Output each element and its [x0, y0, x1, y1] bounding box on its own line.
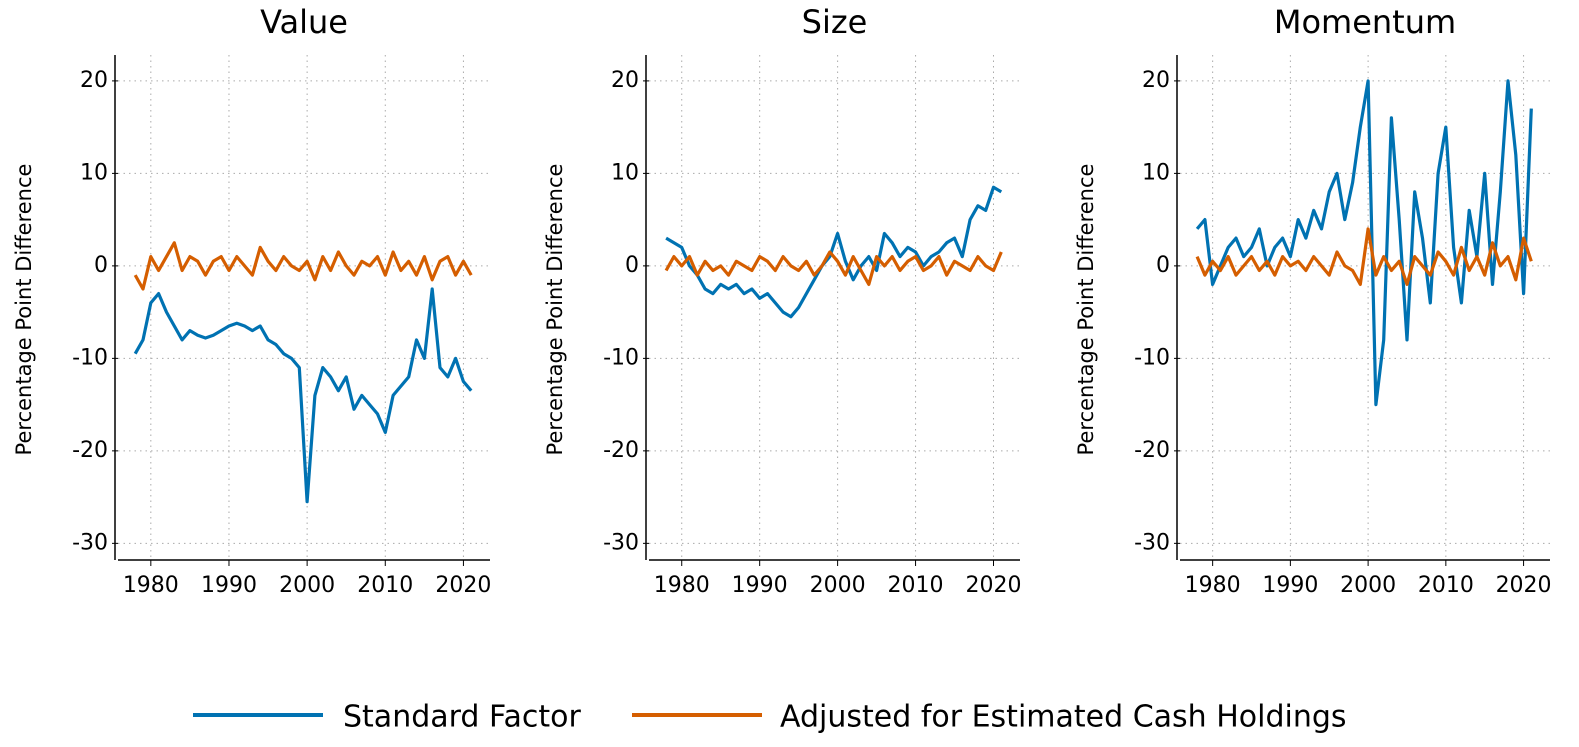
x-tick-label: 2010: [357, 573, 413, 598]
series-line: [133, 287, 473, 504]
series-line: [1195, 79, 1533, 407]
x-tick-label: 2010: [888, 573, 944, 598]
x-tick-label: 2020: [966, 573, 1022, 598]
y-tick-label: 20: [1142, 68, 1170, 93]
y-axis-label: Percentage Point Difference: [12, 164, 36, 456]
y-tick-label: -30: [603, 530, 639, 555]
chart-title: Value: [260, 3, 348, 41]
y-tick-label: 20: [611, 68, 639, 93]
series-line: [665, 185, 1003, 319]
y-tick-label: -20: [1134, 438, 1170, 463]
legend-label: Standard Factor: [343, 700, 582, 735]
y-tick-label: -10: [603, 345, 639, 370]
x-tick-label: 1980: [123, 573, 179, 598]
y-tick-label: -30: [1134, 530, 1170, 555]
x-tick-label: 1980: [1185, 573, 1241, 598]
y-tick-label: 0: [625, 253, 639, 278]
y-axis-label: Percentage Point Difference: [543, 164, 567, 456]
y-tick-label: -10: [1134, 345, 1170, 370]
x-tick-label: 2020: [435, 573, 491, 598]
x-tick-label: 1980: [654, 573, 710, 598]
y-tick-label: -20: [603, 438, 639, 463]
x-tick-label: 1990: [201, 573, 257, 598]
y-tick-label: -10: [72, 345, 108, 370]
y-tick-label: 0: [1156, 253, 1170, 278]
y-tick-label: 20: [80, 68, 108, 93]
y-tick-label: 10: [1142, 160, 1170, 185]
x-tick-label: 2010: [1418, 573, 1474, 598]
y-axis-label: Percentage Point Difference: [1074, 164, 1098, 456]
y-tick-label: -20: [72, 438, 108, 463]
x-tick-label: 2000: [279, 573, 335, 598]
legend-label: Adjusted for Estimated Cash Holdings: [780, 700, 1347, 735]
y-tick-label: 10: [80, 160, 108, 185]
y-tick-label: -30: [72, 530, 108, 555]
x-tick-label: 2000: [1340, 573, 1396, 598]
x-tick-label: 1990: [1262, 573, 1318, 598]
series-line: [664, 250, 1003, 286]
x-tick-label: 2020: [1496, 573, 1552, 598]
series-line: [133, 241, 473, 291]
x-tick-label: 2000: [810, 573, 866, 598]
chart-title: Size: [802, 3, 868, 41]
chart-title: Momentum: [1274, 3, 1456, 41]
y-tick-label: 0: [94, 253, 108, 278]
y-tick-label: 10: [611, 160, 639, 185]
series-line: [1195, 227, 1533, 286]
x-tick-label: 1990: [732, 573, 788, 598]
